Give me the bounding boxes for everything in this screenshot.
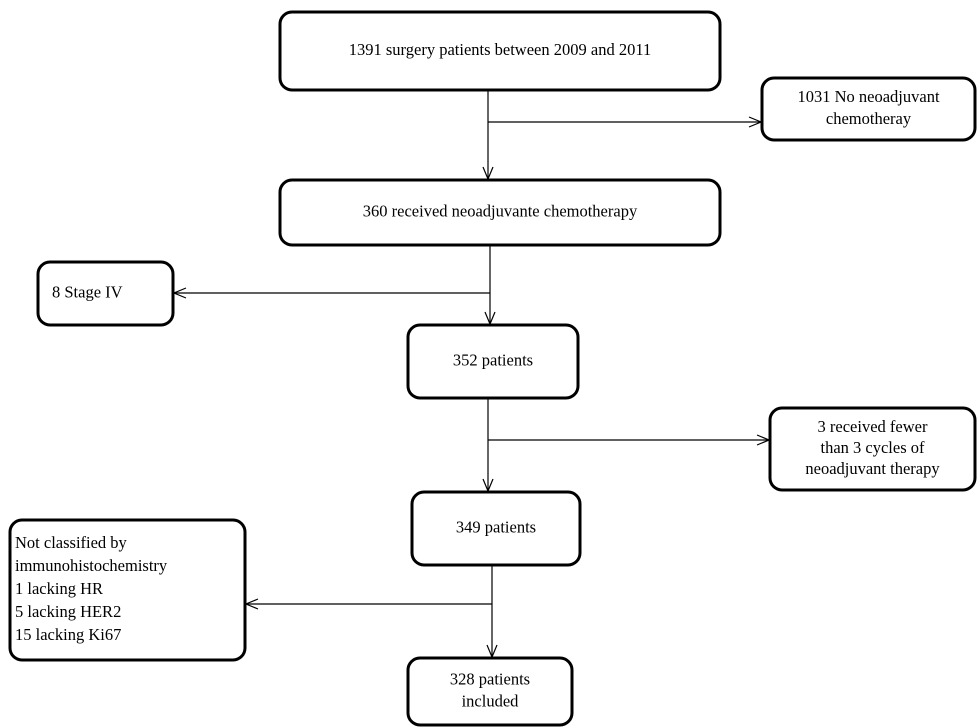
node-label: 349 patients — [456, 517, 536, 536]
node-label: 328 patients — [450, 669, 530, 688]
node-box — [8, 518, 247, 662]
node-label: Not classified by — [15, 533, 128, 552]
node-box — [406, 656, 574, 727]
node-box — [768, 406, 977, 492]
node-box — [406, 323, 580, 400]
node-label: 5 lacking HER2 — [15, 602, 121, 621]
node-label: than 3 cycles of — [820, 438, 925, 457]
node-label: 360 received neoadjuvante chemotherapy — [363, 201, 638, 220]
node-box — [410, 490, 582, 567]
node-box — [278, 178, 722, 247]
node-label: 3 received fewer — [818, 417, 928, 436]
node-box — [760, 76, 977, 142]
node-label: chemotheray — [826, 109, 912, 128]
node-label: 15 lacking Ki67 — [15, 625, 121, 644]
node-label: included — [462, 691, 520, 710]
node-label: neoadjuvant therapy — [805, 459, 940, 478]
node-label: 8 Stage IV — [52, 282, 123, 301]
node-label: 352 patients — [453, 350, 533, 369]
node-box — [36, 260, 175, 327]
node-label: 1 lacking HR — [15, 579, 103, 598]
node-label: 1031 No neoadjuvant — [797, 87, 939, 106]
connectors — [174, 90, 769, 657]
node-label: immunohistochemistry — [15, 556, 168, 575]
node-box — [278, 10, 722, 92]
node-label: 1391 surgery patients between 2009 and 2… — [349, 40, 651, 59]
